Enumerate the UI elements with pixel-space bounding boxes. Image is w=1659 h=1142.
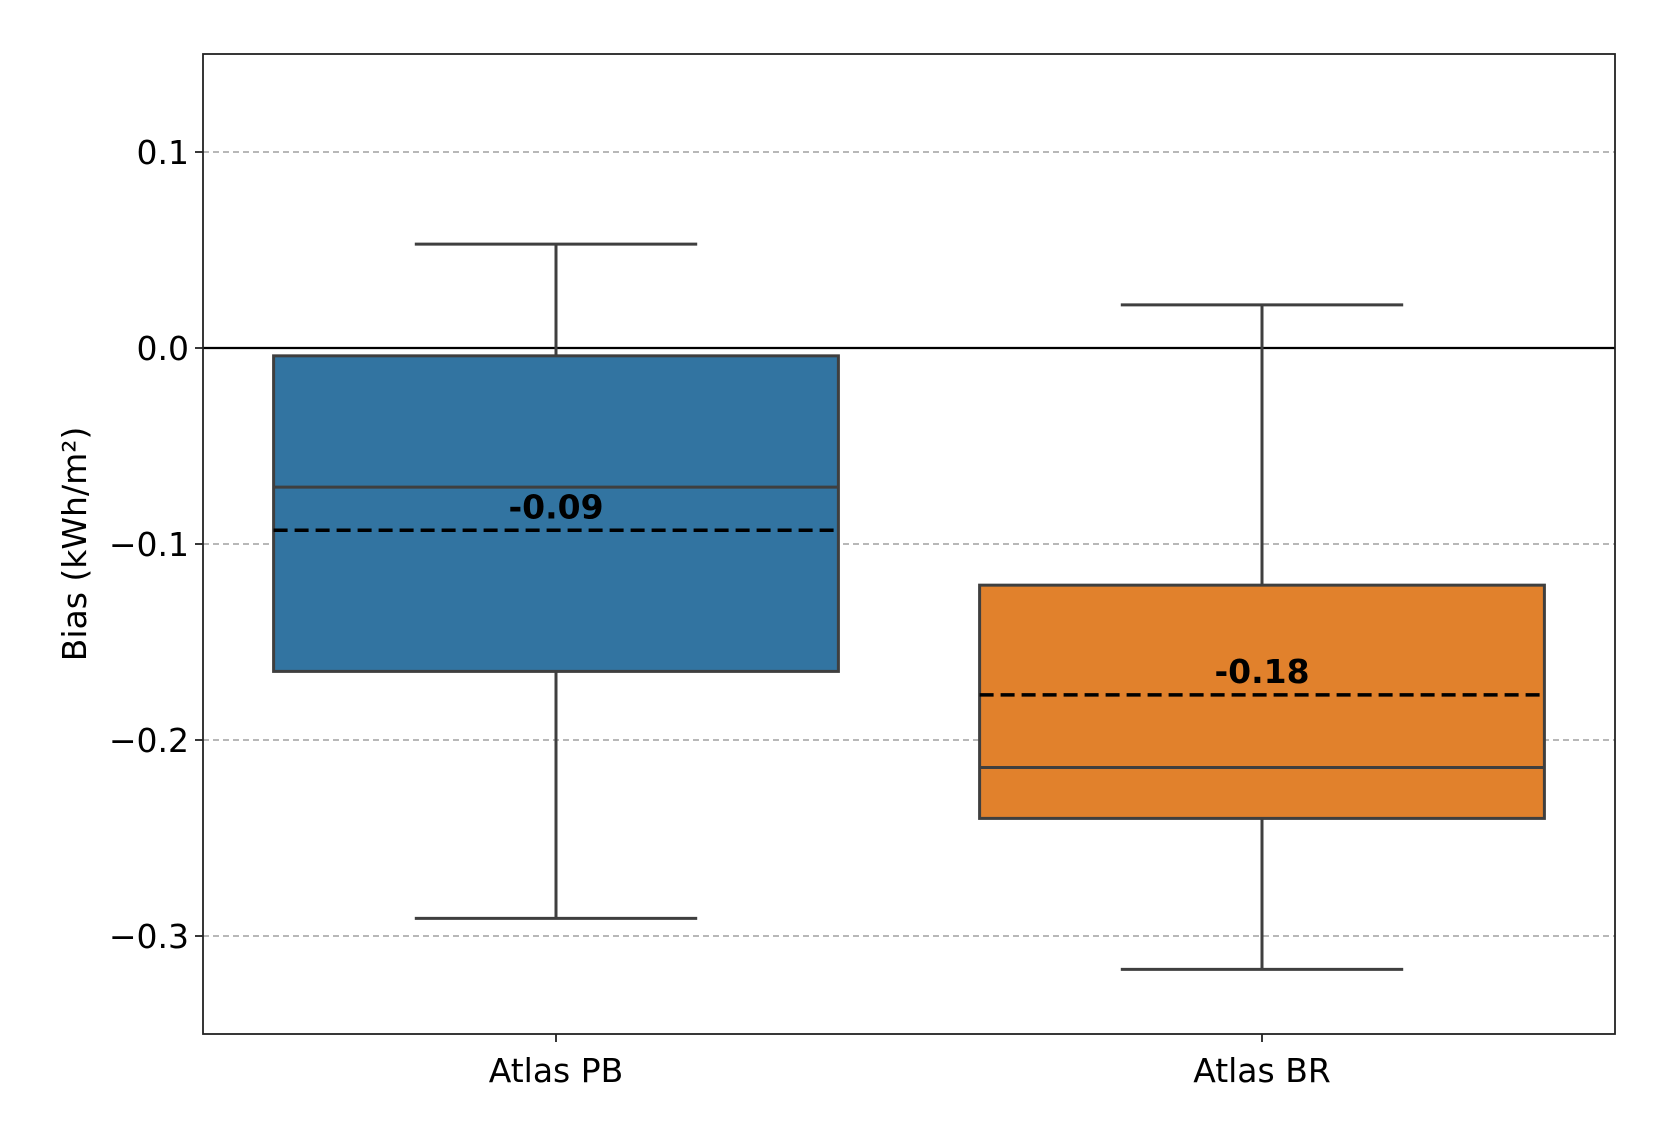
y-tick-label: 0.0 (137, 329, 189, 368)
y-axis-ticks: 0.1 0.0 −0.1 −0.2 −0.3 (109, 133, 203, 956)
x-tick-label: Atlas BR (1193, 1051, 1331, 1090)
mean-label: -0.18 (1214, 652, 1309, 691)
box-group: -0.18 (978, 303, 1546, 971)
mean-label: -0.09 (508, 487, 603, 526)
box-iqr (272, 354, 840, 673)
y-tick-label: −0.2 (109, 721, 189, 760)
y-tick-label: −0.1 (109, 525, 189, 564)
y-tick-label: 0.1 (137, 133, 189, 172)
boxes: -0.09 -0.18 (272, 242, 1546, 971)
y-tick-label: −0.3 (109, 917, 189, 956)
box-group: -0.09 (272, 242, 840, 920)
x-tick-label: Atlas PB (489, 1051, 624, 1090)
y-axis-title: Bias (kWh/m²) (55, 427, 94, 662)
box-iqr (978, 583, 1546, 820)
x-axis-ticks: Atlas PB Atlas BR (489, 1034, 1331, 1090)
